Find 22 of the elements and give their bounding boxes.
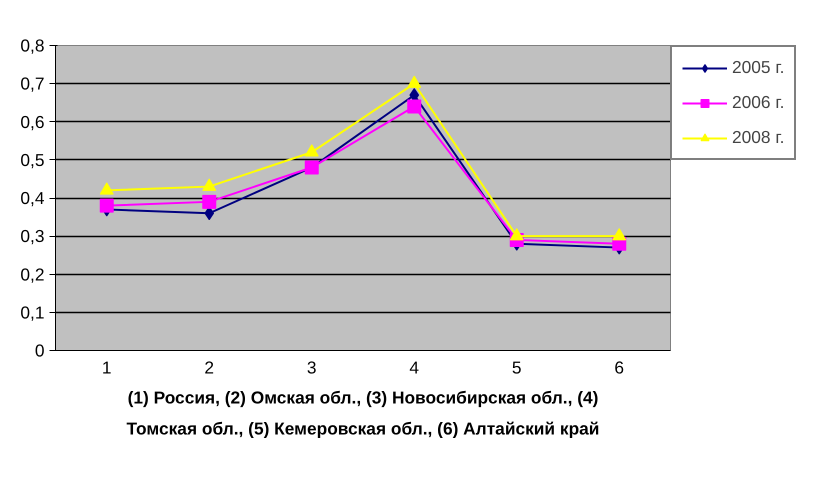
y-tick-label: 0 bbox=[34, 340, 45, 360]
x-tick-label: 6 bbox=[614, 358, 624, 378]
x-tick-label: 1 bbox=[102, 358, 112, 378]
point bbox=[100, 198, 114, 213]
y-tick-label: 0,5 bbox=[20, 150, 45, 170]
x-tick-label: 4 bbox=[409, 358, 420, 378]
x-tick-label: 2 bbox=[204, 358, 214, 378]
legend-label: 2006 г. bbox=[732, 92, 784, 113]
x-tick-label: 3 bbox=[306, 358, 317, 378]
x-axis-title: (1) Россия, (2) Омская обл., (3) Новосибирская обл., (4) Томская обл., (5) Кемеровская обл., (6) Алтайский край bbox=[126, 388, 600, 438]
y-tick-label: 0,6 bbox=[20, 112, 45, 132]
y-tick-label: 0,2 bbox=[20, 264, 45, 284]
y-tick-label: 0,4 bbox=[20, 188, 45, 208]
x-tick-label: 5 bbox=[512, 358, 522, 378]
y-tick-label: 0,8 bbox=[20, 36, 45, 56]
y-tick-label: 0,1 bbox=[20, 302, 45, 322]
point bbox=[407, 100, 422, 114]
legend-label: 2005 г. bbox=[732, 57, 784, 78]
point bbox=[202, 194, 216, 209]
y-tick-label: 0,3 bbox=[20, 226, 45, 246]
y-tick-label: 0,7 bbox=[20, 74, 45, 94]
legend-label: 2008 г. bbox=[732, 127, 784, 148]
